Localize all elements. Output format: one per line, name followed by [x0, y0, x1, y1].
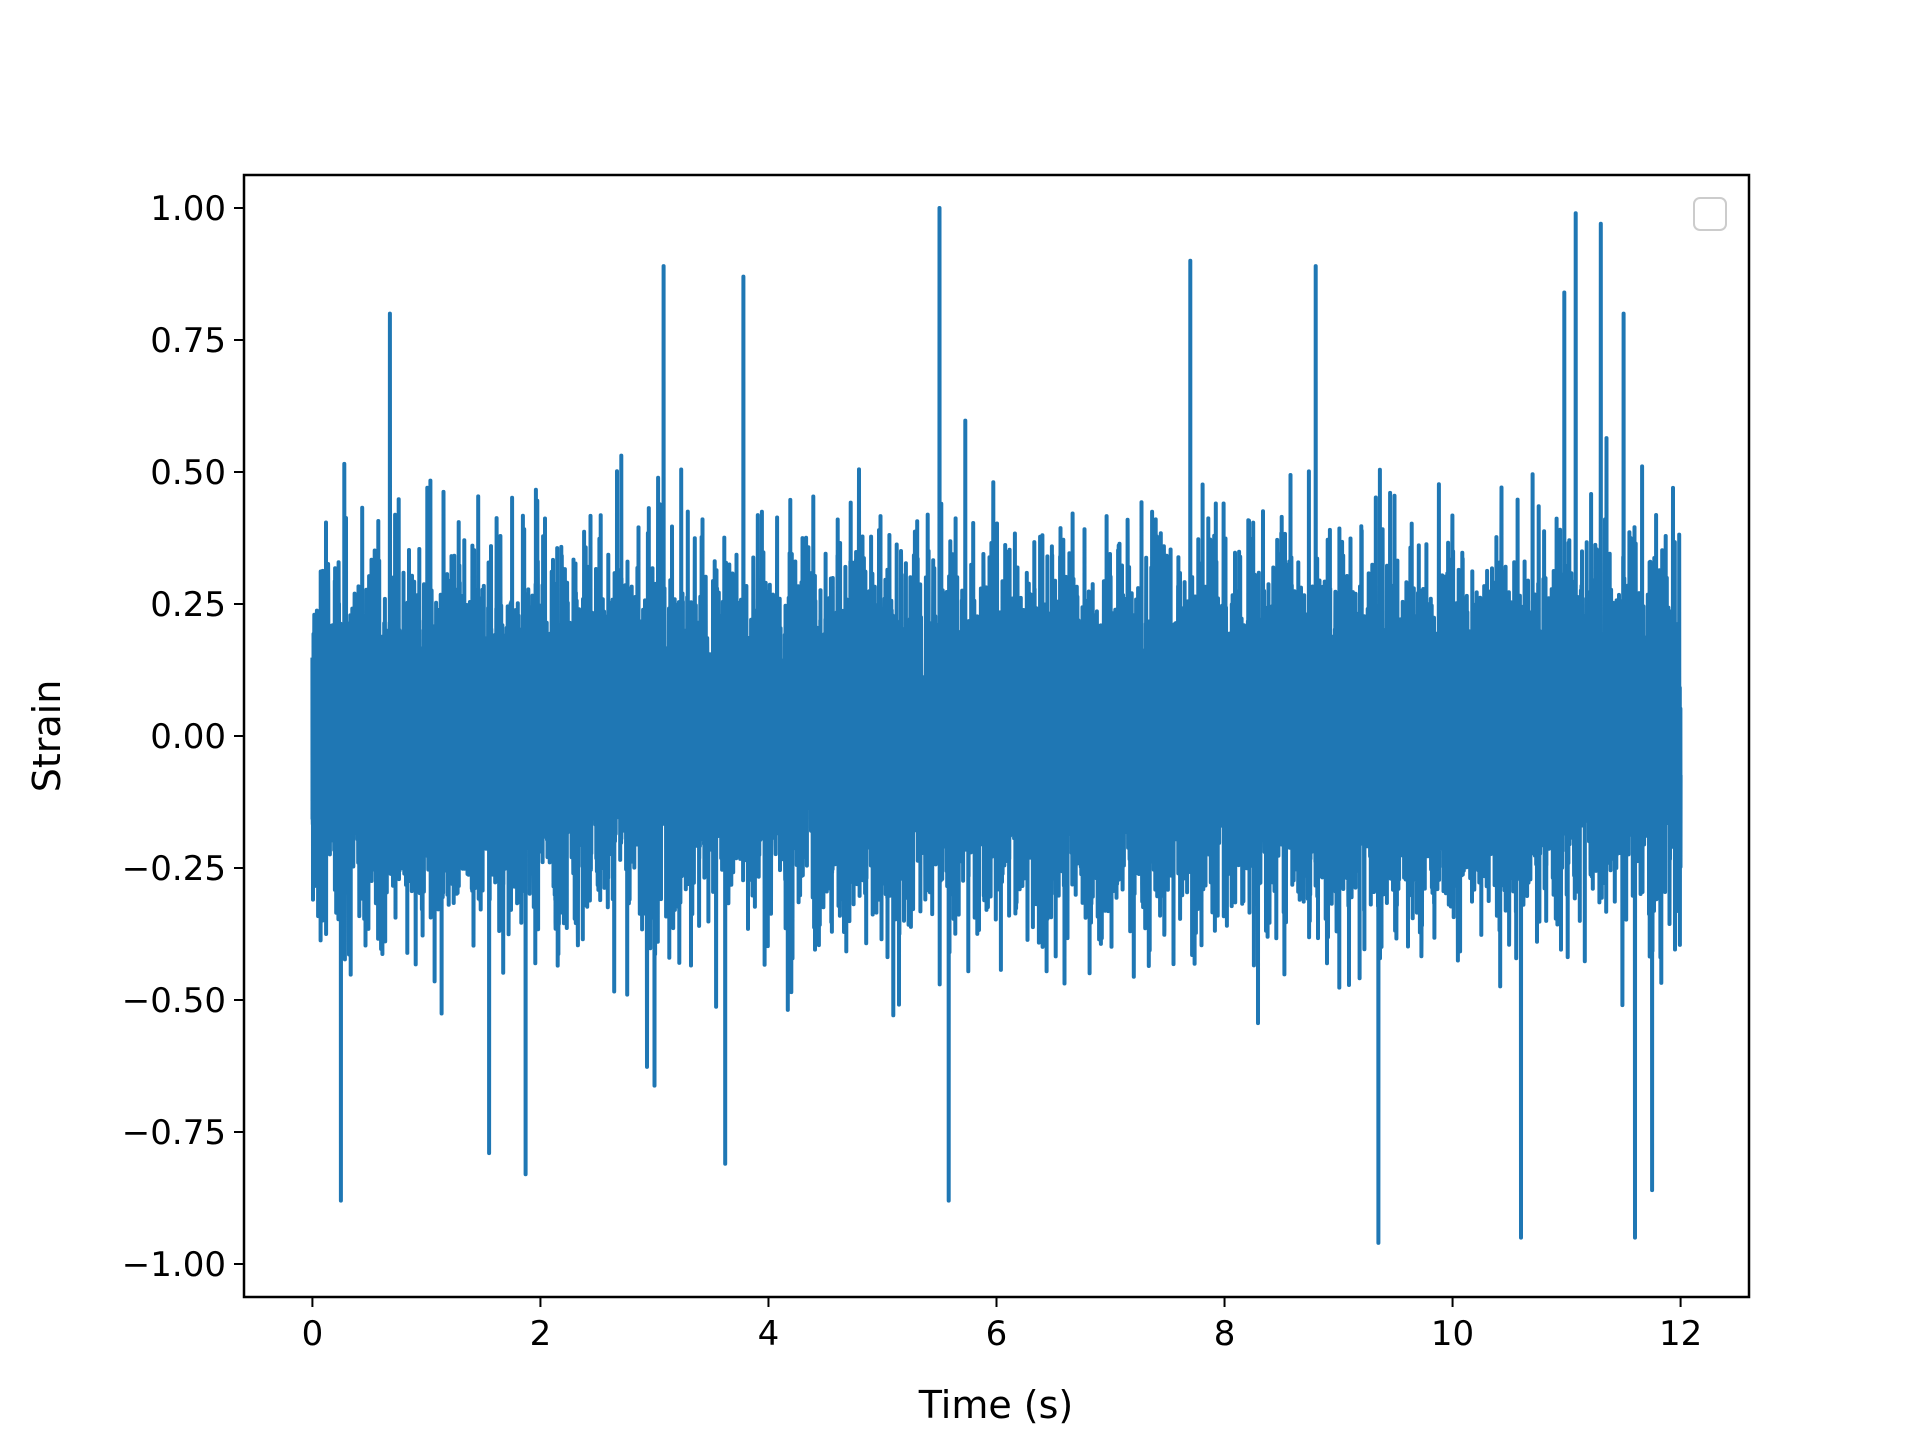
y-axis-ticks: −1.00 −0.75 −0.50 −0.25 0.00 0.25 0.50 0.75 1.00	[122, 189, 244, 1285]
y-tick-label: 0.25	[150, 585, 226, 625]
y-tick-label: 0.00	[150, 717, 226, 757]
y-axis-label: Strain	[25, 680, 69, 793]
x-tick-label: 0	[302, 1314, 324, 1354]
y-tick-label: −1.00	[122, 1245, 226, 1285]
y-tick-label: 0.50	[150, 453, 226, 493]
x-axis-label: Time (s)	[918, 1383, 1074, 1427]
x-tick-label: 2	[530, 1314, 552, 1354]
x-tick-label: 8	[1214, 1314, 1236, 1354]
x-axis-ticks: 0 2 4 6 8 10 12	[302, 1297, 1702, 1354]
y-tick-label: −0.75	[122, 1113, 226, 1153]
y-tick-label: 0.75	[150, 321, 226, 361]
plot-area	[242, 173, 1751, 1299]
y-tick-label: −0.50	[122, 981, 226, 1021]
x-tick-label: 10	[1431, 1314, 1474, 1354]
y-tick-label: 1.00	[150, 189, 226, 229]
x-tick-label: 6	[986, 1314, 1008, 1354]
legend-box	[1693, 197, 1727, 231]
strain-series-line	[310, 206, 1683, 1245]
y-tick-label: −0.25	[122, 849, 226, 889]
x-tick-label: 4	[758, 1314, 780, 1354]
x-tick-label: 12	[1659, 1314, 1702, 1354]
